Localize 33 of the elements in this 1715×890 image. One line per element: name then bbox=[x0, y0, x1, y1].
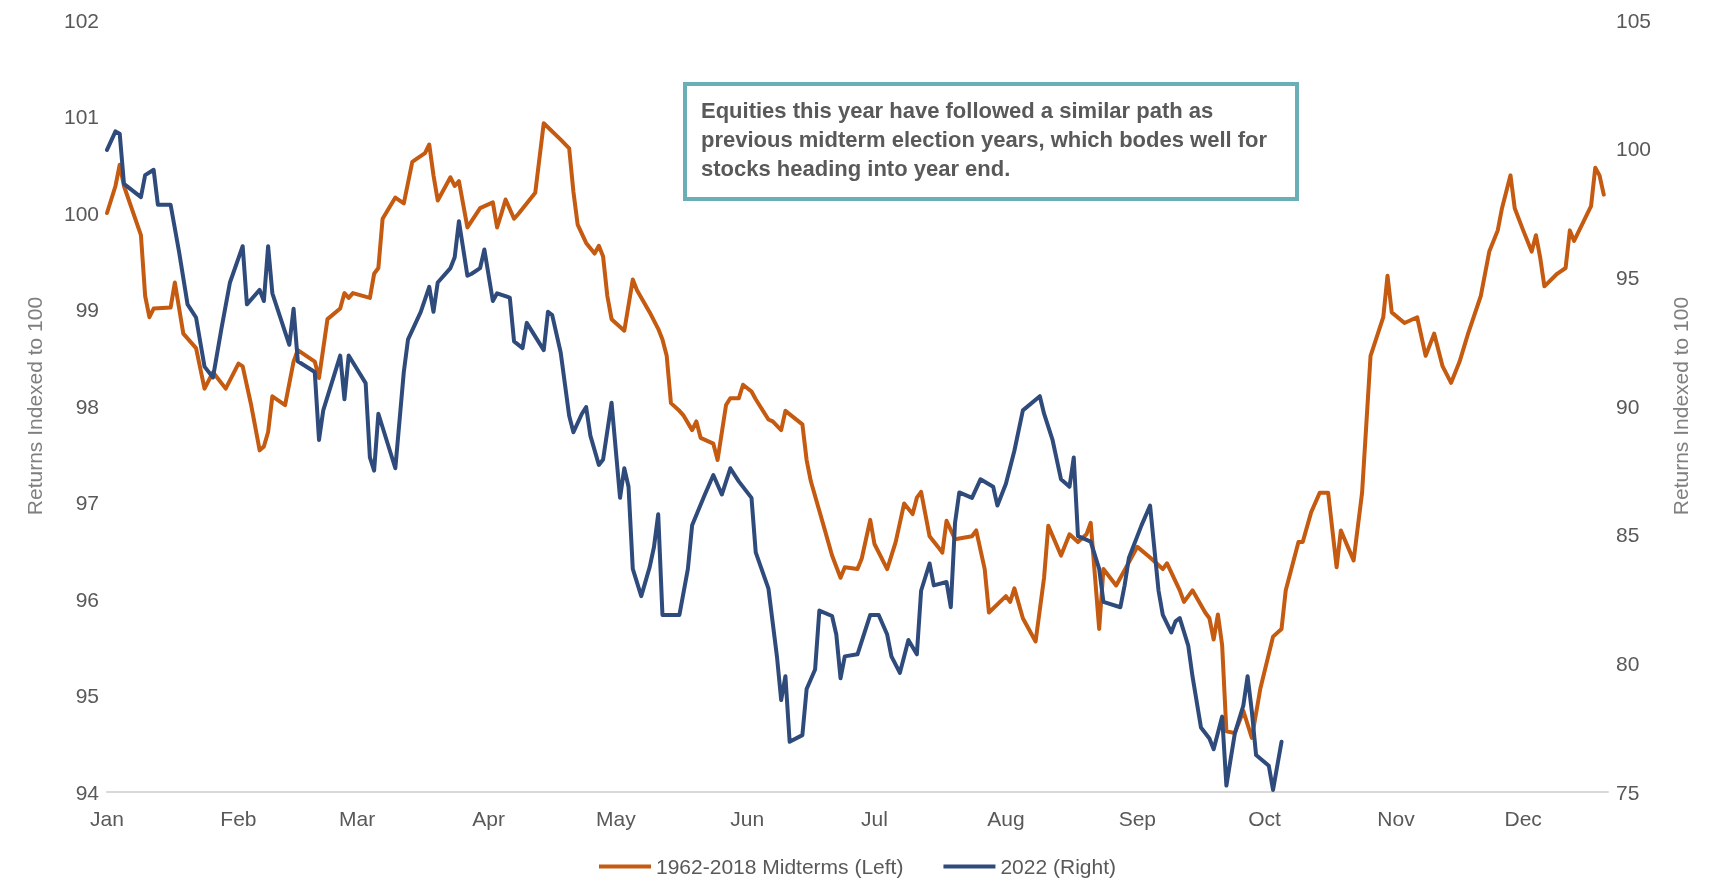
x-tick-label: Jan bbox=[90, 807, 124, 830]
y-axis-title: Returns Indexed to 100 bbox=[23, 296, 46, 516]
annotation: Equities this year have followed a similar path as previous midterm election years, which bodes well for stocks heading into year end. bbox=[701, 98, 1274, 181]
x-tick-label: Jun bbox=[730, 807, 765, 830]
x-tick-label: Aug bbox=[987, 807, 1025, 830]
y2-tick-label: 95 bbox=[1616, 265, 1640, 289]
y2-tick-label: 80 bbox=[1616, 651, 1640, 675]
y2-tick-label: 90 bbox=[1616, 394, 1640, 418]
y2-tick-label: 105 bbox=[1616, 8, 1652, 32]
x-tick-label: Jul bbox=[861, 807, 888, 830]
legend-label: 2022 (Right) bbox=[1000, 855, 1117, 878]
y2-tick-label: 75 bbox=[1616, 780, 1640, 804]
y-tick-label: 102 bbox=[63, 8, 99, 32]
x-tick-label: Apr bbox=[472, 807, 505, 830]
y-tick-label: 95 bbox=[75, 684, 99, 707]
x-tick-label: May bbox=[595, 807, 637, 830]
y-tick-label: 99 bbox=[75, 298, 99, 321]
y-tick-label: 98 bbox=[75, 394, 99, 418]
x-tick-label: Feb bbox=[220, 807, 257, 830]
y-tick-label: 97 bbox=[75, 491, 99, 514]
x-tick-label: Mar bbox=[339, 807, 376, 830]
legend-label: 1962-2018 Midterms (Left) bbox=[656, 855, 904, 878]
y2-axis-title: Returns Indexed to 100 bbox=[1669, 296, 1692, 516]
y-tick-label: 100 bbox=[63, 201, 99, 225]
x-tick-label: Nov bbox=[1377, 807, 1416, 830]
y-tick-label: 94 bbox=[75, 780, 100, 804]
y2-tick-label: 85 bbox=[1616, 523, 1640, 547]
x-tick-label: Sep bbox=[1118, 807, 1157, 830]
y2-tick-label: 100 bbox=[1616, 137, 1652, 161]
x-tick-label: Dec bbox=[1504, 807, 1542, 830]
y-tick-label: 101 bbox=[63, 105, 99, 128]
y-tick-label: 96 bbox=[75, 587, 99, 611]
x-tick-label: Oct bbox=[1248, 807, 1282, 830]
